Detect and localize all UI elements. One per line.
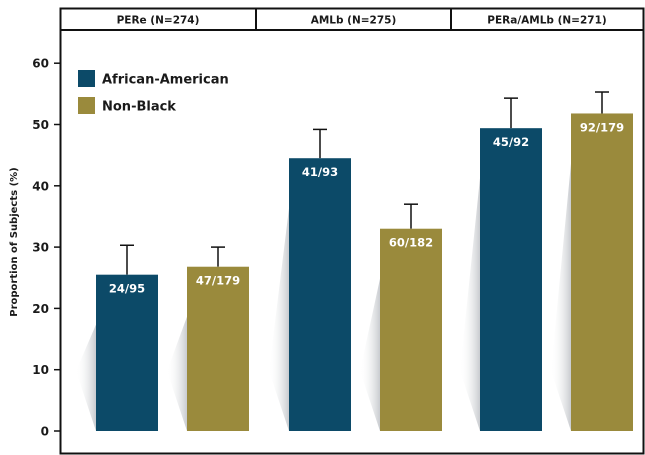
plot-frame [59, 7, 645, 455]
bar-label-non-black-3: 92/179 [580, 120, 624, 134]
bar-label-african-american-1: 24/95 [109, 282, 145, 296]
y-tick-label-30: 30 [32, 241, 49, 255]
bar-african-american-3 [480, 128, 542, 432]
bar-shadow-non-black-2 [360, 278, 380, 431]
bar-shadow-african-american-1 [76, 324, 96, 431]
group-header-1: PERe (N=274) [117, 15, 200, 27]
bar-label-non-black-2: 60/182 [389, 236, 433, 250]
y-tick-label-50: 50 [32, 118, 49, 132]
group-header-2: AMLb (N=275) [311, 15, 397, 27]
legend-label-non-black: Non-Black [102, 100, 176, 115]
y-tick-label-0: 0 [41, 425, 49, 439]
y-tick-label-20: 20 [32, 302, 49, 316]
bar-label-african-american-2: 41/93 [302, 165, 338, 179]
group-header-3: PERa/AMLb (N=271) [487, 15, 606, 27]
legend-label-african-american: African-American [102, 73, 229, 88]
bar-shadow-non-black-3 [551, 163, 571, 431]
y-tick-label-60: 60 [32, 57, 49, 71]
y-tick-label-10: 10 [32, 363, 49, 377]
bar-label-african-american-3: 45/92 [493, 135, 529, 149]
bar-non-black-2 [380, 228, 442, 431]
y-axis-label: Proportion of Subjects (%) [9, 167, 20, 316]
legend-swatch-african-american [78, 70, 95, 87]
bar-non-black-3 [571, 113, 633, 431]
bar-label-non-black-1: 47/179 [196, 274, 240, 288]
bar-non-black-1 [187, 266, 249, 431]
bar-african-american-1 [96, 274, 158, 431]
bar-african-american-2 [289, 158, 351, 431]
bar-shadow-african-american-2 [269, 208, 289, 431]
bar-shadow-non-black-1 [167, 316, 187, 431]
legend-swatch-non-black [78, 97, 95, 114]
y-tick-label-40: 40 [32, 179, 49, 193]
bar-shadow-african-american-3 [460, 178, 480, 431]
